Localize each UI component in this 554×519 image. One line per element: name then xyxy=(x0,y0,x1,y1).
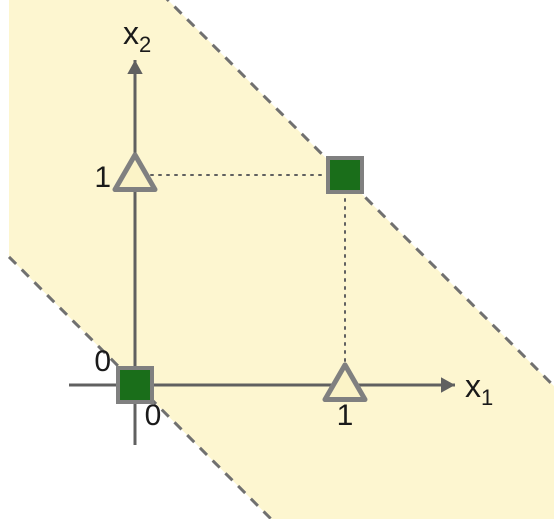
xor-diagram: x1x20101 xyxy=(0,0,554,519)
y-tick-0: 0 xyxy=(94,345,111,378)
data-point-square xyxy=(118,368,152,402)
y-tick-1: 1 xyxy=(94,161,111,194)
x-tick-1: 1 xyxy=(337,399,354,432)
data-point-square xyxy=(328,158,362,192)
